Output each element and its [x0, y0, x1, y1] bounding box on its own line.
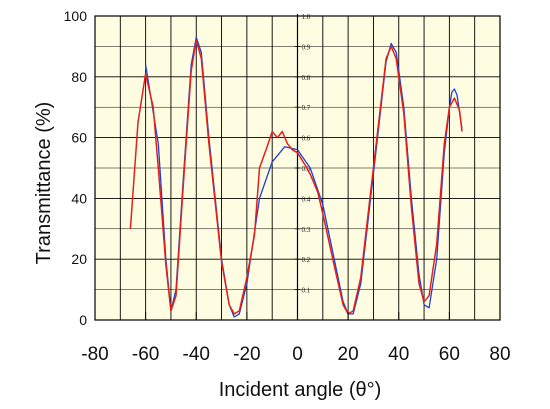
- x-tick-label: -60: [132, 344, 159, 365]
- x-axis-title: Incident angle (θ°): [219, 379, 382, 401]
- y-axis-title: Transmittance (%): [33, 102, 55, 265]
- x-tick-label: 40: [388, 344, 409, 365]
- y-tick-label: 100: [64, 8, 88, 24]
- center-axis-tick-label: 0.5: [302, 165, 311, 173]
- x-tick-label: 0: [292, 344, 303, 365]
- center-axis-tick-label: 0.7: [302, 104, 311, 112]
- center-axis-tick-label: 0.9: [302, 43, 311, 51]
- x-tick-label: 20: [338, 344, 359, 365]
- x-tick-label: 60: [439, 344, 460, 365]
- y-axis-ticks: 0 20 40 60 80 100: [64, 8, 88, 328]
- x-tick-label: -80: [81, 344, 108, 365]
- center-axis-tick-label: 0.3: [302, 226, 311, 234]
- y-tick-label: 80: [71, 69, 87, 85]
- center-axis-tick-label: 0.4: [302, 195, 311, 203]
- series-line-2: [129, 39, 463, 315]
- center-axis-tick-label: 1.0: [302, 13, 311, 21]
- y-tick-label: 40: [71, 190, 87, 206]
- center-axis-tick-label: 0.8: [302, 74, 311, 82]
- series-layer: [129, 36, 463, 318]
- center-axis-tick-label: 0.1: [302, 287, 311, 295]
- x-tick-label: -40: [183, 344, 210, 365]
- x-tick-label: 80: [489, 344, 510, 365]
- y-tick-label: 60: [71, 130, 87, 146]
- center-secondary-axis: 0.1 0.2 0.3 0.4 0.5 0.6 0.7 0.8 0.9 1.0: [294, 13, 311, 320]
- center-axis-tick-label: 0.6: [302, 135, 311, 143]
- x-tick-label: -20: [233, 344, 260, 365]
- center-axis-tick-label: 0.2: [302, 256, 311, 264]
- x-axis-ticks: -80 -60 -40 -20 0 20 40 60 80: [81, 312, 511, 365]
- y-tick-label: 20: [71, 251, 87, 267]
- y-tick-label: 0: [79, 312, 87, 328]
